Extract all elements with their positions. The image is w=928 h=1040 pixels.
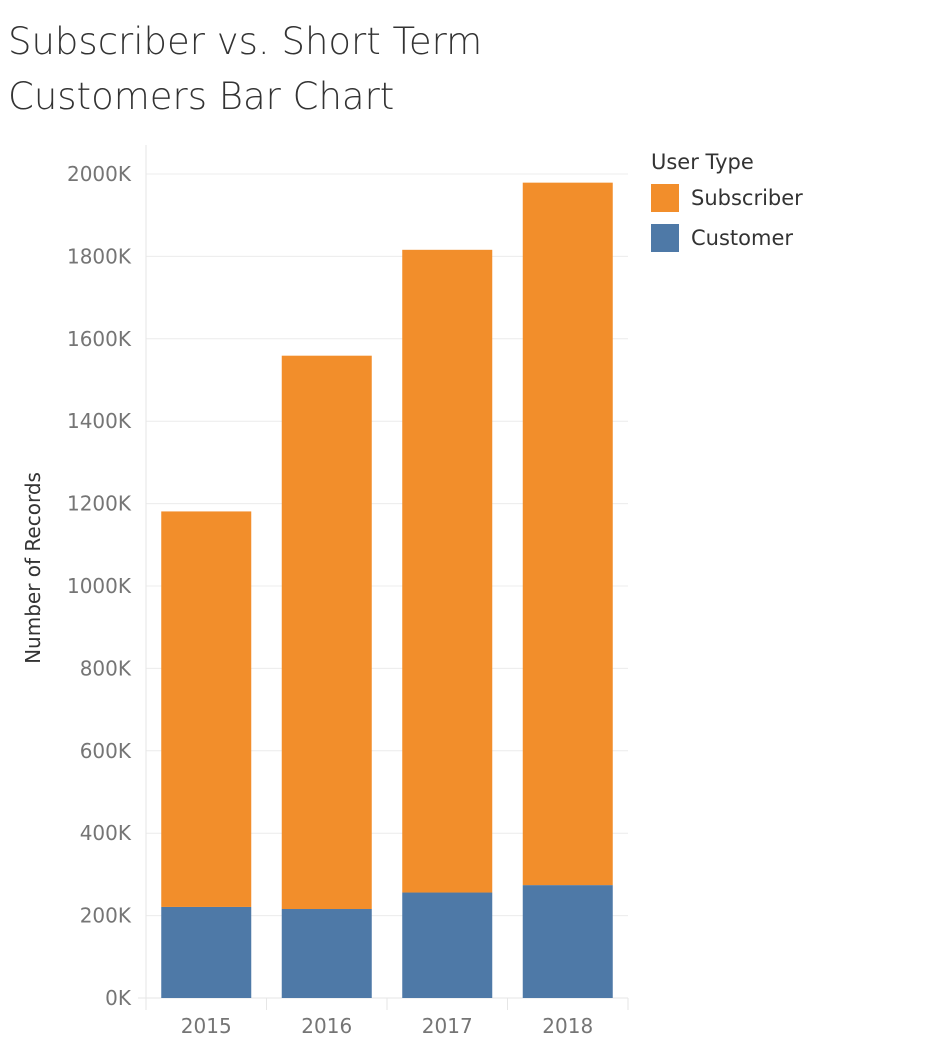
x-tick-label-2018: 2018: [542, 1014, 593, 1038]
legend-item-customer[interactable]: Customer: [651, 218, 803, 258]
legend-swatch-subscriber: [651, 184, 679, 212]
y-tick-label-1800K: 1800K: [67, 244, 132, 268]
x-tick-label-2017: 2017: [422, 1014, 473, 1038]
y-tick-label-1000K: 1000K: [67, 574, 132, 598]
legend-title: User Type: [651, 150, 754, 174]
legend-label-customer: Customer: [691, 226, 794, 250]
legend-item-subscriber[interactable]: Subscriber: [651, 178, 803, 218]
chart-title: Subscriber vs. Short Term Customers Bar …: [8, 14, 568, 124]
y-tick-label-600K: 600K: [80, 739, 132, 763]
chart-title-line-2: Customers Bar Chart: [8, 75, 395, 118]
y-tick-label-0K: 0K: [105, 986, 132, 1010]
x-tick-label-2016: 2016: [301, 1014, 352, 1038]
bar-customer-2017: [402, 892, 493, 998]
y-axis-title: Number of Records: [21, 472, 45, 664]
bar-subscriber-2017: [402, 249, 493, 893]
y-tick-label-1400K: 1400K: [67, 409, 132, 433]
legend-swatch-customer: [651, 224, 679, 252]
bar-subscriber-2016: [281, 355, 372, 910]
legend-label-subscriber: Subscriber: [691, 186, 803, 210]
x-tick-label-2015: 2015: [181, 1014, 232, 1038]
y-tick-label-2000K: 2000K: [67, 162, 132, 186]
y-tick-label-800K: 800K: [80, 656, 132, 680]
y-tick-label-1600K: 1600K: [67, 327, 132, 351]
bar-customer-2018: [522, 885, 613, 998]
chart-title-line-1: Subscriber vs. Short Term: [8, 20, 483, 63]
bar-customer-2016: [281, 909, 372, 998]
y-tick-label-1200K: 1200K: [67, 492, 132, 516]
bar-subscriber-2015: [161, 511, 252, 907]
legend: User Type Subscriber Customer: [651, 150, 803, 258]
y-tick-label-400K: 400K: [80, 821, 132, 845]
y-tick-label-200K: 200K: [80, 904, 132, 928]
bar-customer-2015: [161, 906, 252, 998]
bar-subscriber-2018: [522, 182, 613, 886]
